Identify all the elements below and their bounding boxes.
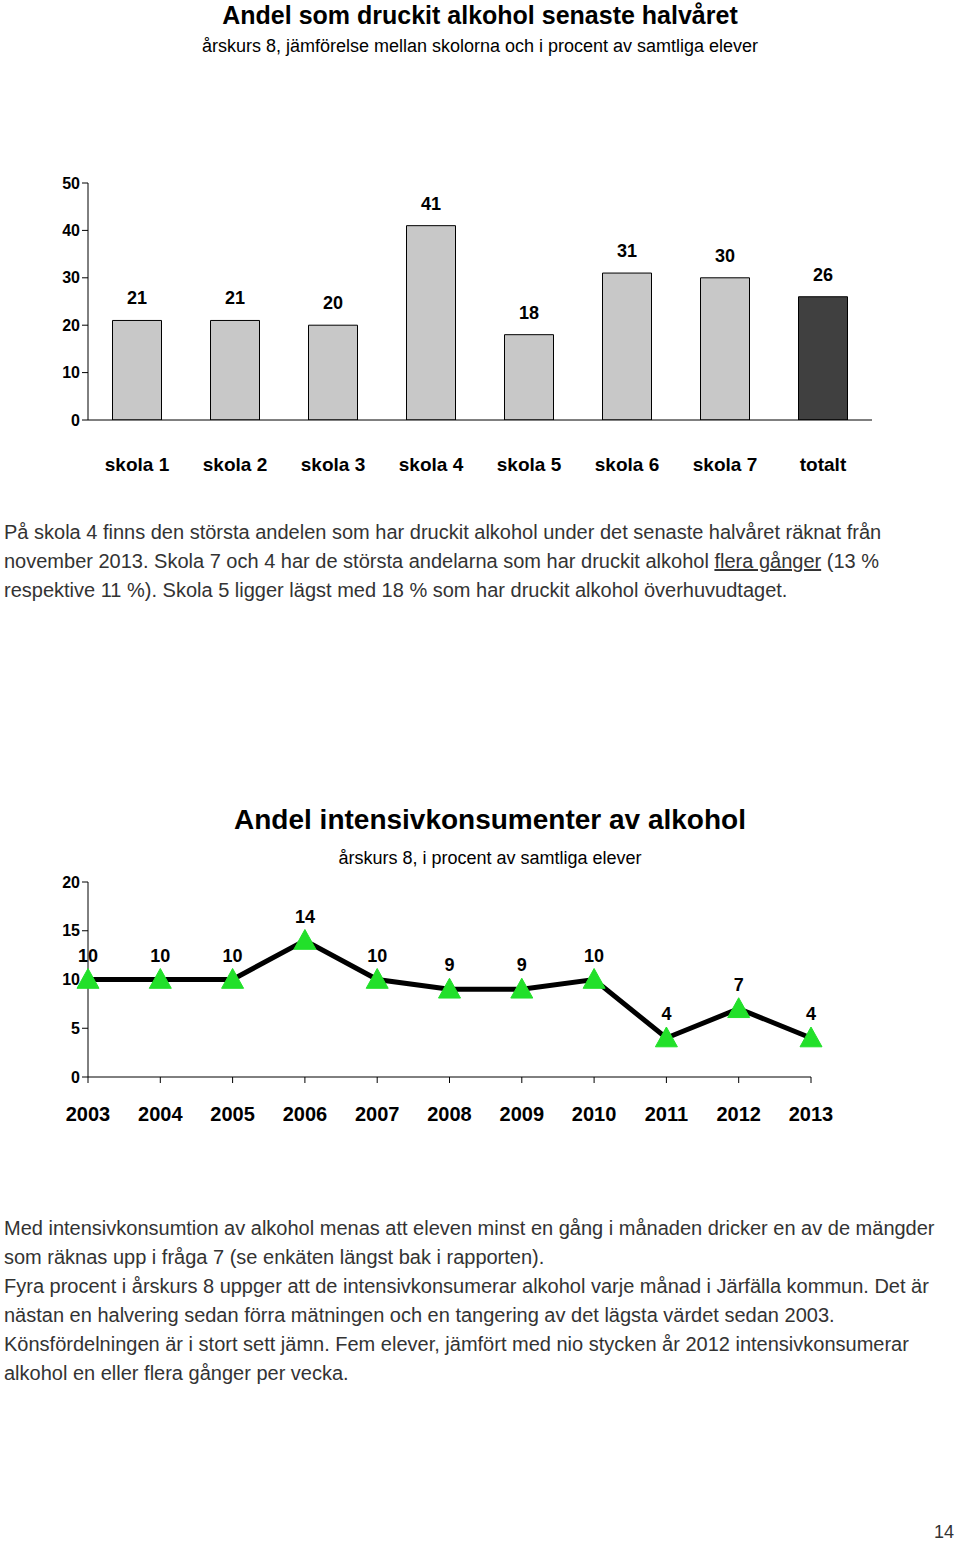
svg-text:totalt: totalt — [800, 454, 847, 475]
svg-text:14: 14 — [295, 907, 315, 927]
svg-text:2009: 2009 — [500, 1103, 545, 1125]
svg-text:10: 10 — [62, 364, 80, 381]
svg-text:26: 26 — [813, 265, 833, 285]
svg-text:10: 10 — [150, 946, 170, 966]
svg-text:skola 5: skola 5 — [497, 454, 562, 475]
svg-text:30: 30 — [715, 246, 735, 266]
svg-text:2005: 2005 — [210, 1103, 255, 1125]
svg-text:skola 1: skola 1 — [105, 454, 170, 475]
svg-text:2011: 2011 — [645, 1103, 688, 1125]
svg-text:2003: 2003 — [66, 1103, 111, 1125]
svg-text:10: 10 — [584, 946, 604, 966]
svg-text:2012: 2012 — [716, 1103, 761, 1125]
svg-text:2004: 2004 — [138, 1103, 183, 1125]
html-text:Med intensivkonsumtion av alko: Med intensivkonsumtion av alkohol menas … — [4, 1217, 935, 1268]
svg-text:18: 18 — [519, 303, 539, 323]
html-text:Andel intensivkonsumenter av a: Andel intensivkonsumenter av alkohol — [234, 804, 746, 835]
svg-text:21: 21 — [127, 288, 147, 308]
svg-text:2010: 2010 — [572, 1103, 617, 1125]
svg-text:50: 50 — [62, 175, 80, 192]
html-text:Fyra procent i årskurs 8 uppge: Fyra procent i årskurs 8 uppger att de i… — [4, 1275, 929, 1384]
svg-text:skola 6: skola 6 — [595, 454, 659, 475]
svg-text:9: 9 — [517, 955, 527, 975]
svg-text:skola 7: skola 7 — [693, 454, 757, 475]
svg-text:2008: 2008 — [427, 1103, 472, 1125]
svg-text:2013: 2013 — [789, 1103, 834, 1125]
svg-text:4: 4 — [661, 1004, 671, 1024]
svg-text:10: 10 — [367, 946, 387, 966]
svg-text:4: 4 — [806, 1004, 816, 1024]
svg-text:30: 30 — [62, 269, 80, 286]
svg-text:10: 10 — [62, 971, 80, 988]
html-text:14: 14 — [934, 1522, 954, 1542]
svg-text:40: 40 — [62, 222, 80, 239]
html-text:årskurs 8, jämförelse mellan s: årskurs 8, jämförelse mellan skolorna oc… — [201, 36, 759, 56]
svg-text:20: 20 — [323, 293, 343, 313]
svg-text:10: 10 — [223, 946, 243, 966]
svg-text:2006: 2006 — [283, 1103, 328, 1125]
svg-text:15: 15 — [62, 922, 80, 939]
svg-text:0: 0 — [71, 1069, 80, 1086]
svg-text:41: 41 — [421, 194, 441, 214]
svg-text:7: 7 — [734, 975, 744, 995]
html-text:årskurs 8, i procent av samtli: årskurs 8, i procent av samtliga elever — [338, 848, 642, 868]
svg-text:skola 3: skola 3 — [301, 454, 365, 475]
html-text:På skola 4 finns den största a: På skola 4 finns den största andelen som… — [4, 521, 882, 601]
svg-text:31: 31 — [617, 241, 637, 261]
svg-text:skola 4: skola 4 — [399, 454, 464, 475]
svg-text:10: 10 — [78, 946, 98, 966]
svg-text:skola 2: skola 2 — [203, 454, 267, 475]
svg-text:9: 9 — [444, 955, 454, 975]
html-text:Andel som druckit alkohol sena: Andel som druckit alkohol senaste halvår… — [222, 1, 738, 29]
svg-text:21: 21 — [225, 288, 245, 308]
svg-text:0: 0 — [71, 412, 80, 429]
svg-text:20: 20 — [62, 317, 80, 334]
svg-text:2007: 2007 — [355, 1103, 400, 1125]
svg-text:5: 5 — [71, 1020, 80, 1037]
svg-text:20: 20 — [62, 874, 80, 891]
